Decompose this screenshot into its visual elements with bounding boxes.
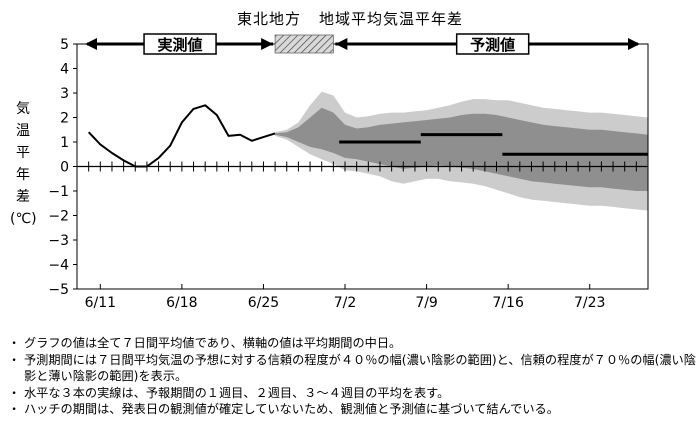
- chart-title-region: 東北地方: [236, 10, 301, 28]
- y-axis-label-char: 平: [16, 145, 30, 161]
- observed-line: [87, 104, 276, 168]
- y-axis-label: 気 温 平 年 差 (℃): [10, 98, 37, 230]
- note-item: ・グラフの値は全て７日間平均値であり、横軸の値は平均期間の中日。: [6, 335, 696, 352]
- x-tick-label: 7/16: [492, 295, 524, 311]
- y-tick-label: 4: [60, 62, 69, 78]
- observed-banner-box: [143, 33, 217, 55]
- forecast-bands: [275, 91, 648, 211]
- y-axis-label-unit: (℃): [10, 211, 37, 227]
- y-tick-label: 1: [60, 135, 69, 151]
- note-item: ・ハッチの期間は、発表日の観測値が確定していないため、観測値と予測値に基づいて結…: [6, 401, 696, 418]
- forecast-banner-box: [455, 33, 530, 55]
- bullet: ・: [8, 402, 21, 416]
- note-text: ハッチの期間は、発表日の観測値が確定していないため、観測値と予測値に基づいて結ん…: [24, 402, 559, 416]
- forecast-arrowhead-left: [335, 38, 348, 50]
- forecast-banner-label: 予測値: [470, 36, 515, 54]
- observed-arrowhead-left: [85, 38, 97, 50]
- x-tick-label: 6/11: [85, 295, 116, 311]
- y-tick-label: −3: [48, 233, 69, 249]
- y-tick-label: −5: [48, 282, 69, 298]
- axes: 5 4 3 2 1 0 −1 −2 −3 −4 −5 6/11 6/18 6/25 7/2 7/9 7/16 7/…: [48, 37, 649, 311]
- note-text: グラフの値は全て７日間平均値であり、横軸の値は平均期間の中日。: [24, 336, 402, 350]
- note-item: ・水平な３本の実線は、予報期間の１週目、２週目、３～４週目の平均を表す。: [6, 385, 696, 402]
- bullet: ・: [8, 385, 21, 400]
- chart-title: 東北地方 地域平均気温平年差: [0, 8, 700, 29]
- x-tick-label: 6/25: [248, 295, 279, 311]
- y-tick-label: −2: [48, 209, 69, 225]
- x-tick-label: 7/9: [415, 295, 438, 311]
- y-axis-label-char: 年: [16, 167, 30, 183]
- y-tick-label: −4: [48, 258, 69, 274]
- y-tick-label: 0: [60, 160, 69, 176]
- forecast-arrowhead-right: [628, 38, 640, 50]
- x-tick-label: 6/18: [166, 295, 197, 311]
- y-tick-label: 5: [60, 37, 69, 53]
- bullet: ・: [8, 336, 21, 350]
- period-banners: 実測値 予測値: [85, 33, 640, 55]
- y-axis-label-char: 差: [16, 189, 30, 205]
- hatch-period: [274, 34, 334, 54]
- y-tick-label: 3: [60, 86, 69, 102]
- note-text: 水平な３本の実線は、予報期間の１週目、２週目、３～４週目の平均を表す。: [24, 385, 450, 400]
- note-text: 予測期間には７日間平均気温の予想に対する信頼の程度が４０％の幅(濃い陰影の範囲)…: [24, 352, 696, 384]
- x-tick-label: 7/23: [574, 295, 605, 311]
- data-lines: [87, 104, 648, 168]
- bullet: ・: [8, 352, 21, 367]
- y-tick-label: 2: [60, 111, 69, 127]
- observed-arrowhead-right: [261, 38, 274, 50]
- y-axis-label-char: 温: [16, 123, 30, 139]
- chart: 5 4 3 2 1 0 −1 −2 −3 −4 −5 6/11 6/18 6/25 7/2 7/9 7/16 7/…: [48, 33, 649, 311]
- x-tick-label: 7/2: [334, 295, 357, 311]
- observed-banner-label: 実測値: [158, 36, 203, 54]
- y-tick-label: −1: [48, 184, 69, 200]
- note-item: ・予測期間には７日間平均気温の予想に対する信頼の程度が４０％の幅(濃い陰影の範囲…: [6, 352, 696, 385]
- notes: ・グラフの値は全て７日間平均値であり、横軸の値は平均期間の中日。 ・予測期間には…: [6, 335, 696, 418]
- chart-title-label: 地域平均気温平年差: [319, 10, 464, 28]
- y-axis-label-char: 気: [16, 101, 30, 117]
